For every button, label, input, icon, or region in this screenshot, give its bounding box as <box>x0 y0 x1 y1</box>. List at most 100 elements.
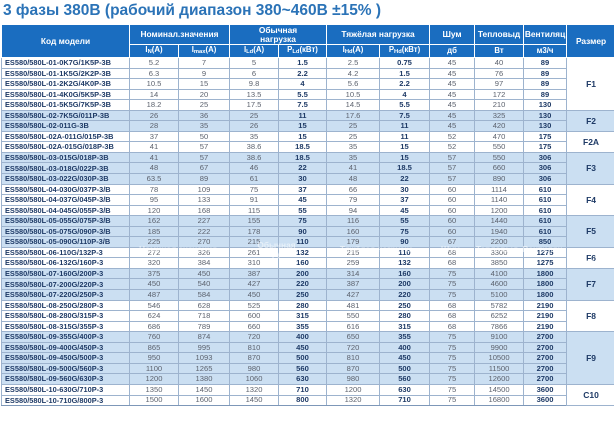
size-cell: F8 <box>566 299 614 333</box>
value-cell: 37 <box>379 194 431 206</box>
value-cell: 179 <box>326 236 381 248</box>
table-row: ES580/580L-01-0K7G/1K5P-3B 5.2 7 5 1.5 2.5 0.7… <box>1 57 614 111</box>
value-cell: 11 <box>379 130 431 143</box>
header-group-3: Шум <box>429 24 476 45</box>
value-cell: 68 <box>429 257 476 269</box>
value-cell: 35 <box>326 151 381 164</box>
value-cell: 540 <box>177 278 231 291</box>
value-cell: 270 <box>177 236 231 248</box>
value-cell: 7.5 <box>379 109 431 122</box>
value-cell: 5.6 <box>326 78 381 90</box>
value-cell: 26 <box>229 120 280 132</box>
value-cell: 45 <box>429 109 476 122</box>
value-cell: 5 <box>229 57 280 69</box>
size-cell: F2A <box>566 130 614 153</box>
value-cell: 200 <box>379 278 431 291</box>
value-cell: 120 <box>129 204 179 217</box>
value-cell: 60 <box>429 204 476 217</box>
value-cell: 1350 <box>129 383 179 396</box>
value-cell: 75 <box>429 289 476 301</box>
model-cell: ES580/580L-05-090G/110P-3/B <box>1 236 130 248</box>
value-cell: 1380 <box>177 373 231 385</box>
value-cell: 38.6 <box>229 141 280 153</box>
table-row: ES580/580L-08-315G/355P-3 686 789 660 355 616… <box>1 320 614 333</box>
value-cell: 160 <box>326 225 381 238</box>
model-cell: ES580/580L-01-5K5G/7K5P-3B <box>1 99 130 111</box>
value-cell: 48 <box>129 162 179 174</box>
value-cell: 720 <box>229 331 280 343</box>
value-cell: 210 <box>474 99 525 111</box>
value-cell: 45 <box>429 99 476 111</box>
value-cell: 710 <box>379 394 431 407</box>
table-row: ES580/580L-03-018G/022P-3B 48 67 46 22 41 18.5… <box>1 162 614 174</box>
value-cell: 97 <box>474 78 525 90</box>
value-cell: 89 <box>177 173 231 185</box>
value-cell: 75 <box>429 383 476 396</box>
size-cell: F9 <box>566 331 614 385</box>
value-cell: 1200 <box>129 373 179 385</box>
value-cell: 686 <box>129 320 179 333</box>
table-row: ES580/580L-07-160G/200P-3 375 450 387 200 314… <box>1 267 614 301</box>
value-cell: 160 <box>278 257 328 269</box>
value-cell: 487 <box>129 289 179 301</box>
model-cell: ES580/580L-02-7K5G/011P-3B <box>1 109 130 122</box>
table-row: ES580/580L-02A-015G/018P-3B 41 57 38.6 18.5 3… <box>1 141 614 153</box>
table-row: ES580/580L-09-400G/450P-3 865 995 810 450 720… <box>1 341 614 354</box>
value-cell: 45 <box>429 57 476 69</box>
value-cell: 110 <box>379 246 431 259</box>
value-cell: 25 <box>177 99 231 111</box>
value-cell: 25 <box>229 109 280 122</box>
value-cell: 12600 <box>474 373 525 385</box>
value-cell: 2700 <box>523 341 568 354</box>
value-cell: 1450 <box>177 383 231 396</box>
value-cell: 11 <box>379 120 431 132</box>
value-cell: 116 <box>326 215 381 227</box>
value-cell: 22 <box>379 173 431 185</box>
value-cell: 261 <box>229 246 280 259</box>
value-cell: 384 <box>177 257 231 269</box>
value-cell: 280 <box>379 310 431 322</box>
value-cell: 3600 <box>523 383 568 396</box>
value-cell: 500 <box>379 362 431 375</box>
value-cell: 400 <box>278 331 328 343</box>
value-cell: 35 <box>229 130 280 143</box>
value-cell: 50 <box>177 130 231 143</box>
value-cell: 45 <box>429 67 476 80</box>
value-cell: 320 <box>129 257 179 269</box>
model-cell: ES580/580L-08-315G/355P-3 <box>1 320 130 333</box>
value-cell: 427 <box>229 278 280 291</box>
table-row: ES580/580L-10-630G/710P-3 1350 1450 1320 710… <box>1 383 614 407</box>
model-cell: ES580/580L-07-200G/220P-3 <box>1 278 130 291</box>
value-cell: 30 <box>278 173 328 185</box>
header-sub-1-0: ILd(A) <box>229 44 280 58</box>
value-cell: 624 <box>129 310 179 322</box>
value-cell: 525 <box>229 299 280 312</box>
value-cell: 89 <box>523 88 568 101</box>
value-cell: 500 <box>278 352 328 364</box>
value-cell: 481 <box>326 299 381 312</box>
model-cell: ES580/580L-08-280G/315P-3 <box>1 310 130 322</box>
value-cell: 37 <box>278 183 328 196</box>
table-row: ES580/580L-05-090G/110P-3/B 225 270 215 110 1… <box>1 236 614 248</box>
value-cell: 227 <box>177 215 231 227</box>
size-cell: F4 <box>566 183 614 217</box>
value-cell: 225 <box>129 236 179 248</box>
value-cell: 18.5 <box>278 151 328 164</box>
value-cell: 30 <box>379 183 431 196</box>
value-cell: 2190 <box>523 299 568 312</box>
value-cell: 26 <box>129 109 179 122</box>
value-cell: 6252 <box>474 310 525 322</box>
model-cell: ES580/580L-01-0K7G/1K5P-3B <box>1 57 130 69</box>
size-cell: F2 <box>566 109 614 132</box>
value-cell: 355 <box>379 331 431 343</box>
page-title: 3 фазы 380В (рабочий диапазон 380~460В ±… <box>3 2 382 19</box>
value-cell: 387 <box>326 278 381 291</box>
value-cell: 628 <box>177 299 231 312</box>
value-cell: 17.5 <box>229 99 280 111</box>
value-cell: 75 <box>429 352 476 364</box>
model-cell: ES580/580L-09-355G/400P-3 <box>1 331 130 343</box>
value-cell: 215 <box>229 236 280 248</box>
value-cell: 130 <box>523 120 568 132</box>
value-cell: 4600 <box>474 278 525 291</box>
model-cell: ES580/580L-02-011G-3B <box>1 120 130 132</box>
